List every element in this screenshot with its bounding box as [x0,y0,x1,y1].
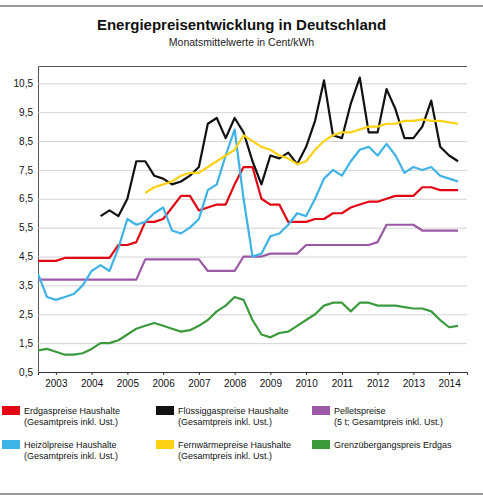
x-tick: 2010 [296,372,319,389]
y-tick-label: 8,5 [19,136,33,147]
y-tick: 10,5 [14,78,467,89]
x-tick-label: 2003 [45,378,68,389]
legend-label-line: (Gesamtpreis inkl. Ust.) [24,451,118,461]
legend-label-line: (Gesamtpreis inkl. Ust.) [24,417,118,427]
x-tick-label: 2013 [403,378,426,389]
legend-swatch [312,440,330,449]
tick-mark [163,372,164,375]
y-tick-label: 0,5 [19,367,33,378]
legend-label-line: (5 t; Gesamtpreis inkl. Ust.) [334,417,443,427]
legend-label-line: Erdgaspreise Haushalte [24,406,120,416]
tick-mark [127,372,128,375]
tick-mark [378,372,379,375]
x-tick: 2005 [117,372,140,389]
y-tick: 9,5 [19,107,467,118]
legend-label: Heizölpreise Haushalte(Gesamtpreis inkl.… [24,440,118,461]
x-tick-label: 2005 [117,378,140,389]
y-tick-label: 2,5 [19,309,33,320]
legend-label: Fernwärmepreise Haushalte(Gesamtpreis in… [178,440,291,461]
y-tick: 1,5 [19,338,467,349]
bottom-rule [0,494,483,495]
x-tick: 2009 [260,372,283,389]
series-line [145,119,458,193]
x-tick-label: 2014 [439,378,462,389]
x-tick: 2007 [188,372,211,389]
grid-line [38,112,467,113]
y-tick-label: 4,5 [19,251,33,262]
legend-label: Flüssiggaspreise Haushalte(Gesamtpreis i… [178,406,289,427]
y-tick: 0,5 [19,367,467,378]
tick-mark [56,372,57,375]
tick-mark [306,372,307,375]
chart-container: Energiepreisentwicklung in Deutschland Mo… [0,0,483,500]
legend-swatch [2,440,20,449]
legend-swatch [156,440,174,449]
subtitle: Monatsmittelwerte in Cent/kWh [169,36,314,48]
grid-line [38,285,467,286]
legend-swatch [2,406,20,415]
x-tick: 2003 [45,372,68,389]
series-line [38,130,458,300]
legend-label: Pelletspreise(5 t; Gesamtpreis inkl. Ust… [334,406,443,427]
y-tick-label: 5,5 [19,222,33,233]
grid-line [38,83,467,84]
grid-line [38,314,467,315]
legend-label-line: Heizölpreise Haushalte [24,440,117,450]
x-tick-label: 2008 [224,378,247,389]
legend: Erdgaspreise Haushalte(Gesamtpreis inkl.… [2,406,452,461]
x-tick-label: 2010 [296,378,319,389]
grid-line [38,228,467,229]
x-axis-line [39,373,468,376]
tick-mark [449,372,450,375]
top-rule [0,6,483,7]
series-group [38,78,458,355]
grid-line [38,199,467,200]
y-tick-label: 9,5 [19,107,33,118]
x-tick: 2014 [439,372,462,389]
tick-mark [92,372,93,375]
x-tick: 2013 [403,372,426,389]
y-tick-label: 3,5 [19,280,33,291]
tick-mark [342,372,343,375]
x-axis: 2003 2004 2005 2006 2007 2008 2009 2010 2011 2012… [39,372,468,389]
legend-label-line: Flüssiggaspreise Haushalte [178,406,289,416]
legend-label: Erdgaspreise Haushalte(Gesamtpreis inkl.… [24,406,120,427]
x-tick-label: 2011 [332,378,354,389]
y-tick-label: 1,5 [19,338,33,349]
y-axis-line [39,67,468,373]
legend-swatch [156,406,174,415]
x-tick-label: 2007 [188,378,211,389]
legend-label-line: (Gesamtpreis inkl. Ust.) [178,451,272,461]
y-axis: 0,5 1,5 2,5 3,5 4,5 5,5 6,5 7,5 8,5 9,5 10,5 [14,67,467,378]
legend-label-line: Grenzübergangspreis Erdgas [334,440,452,450]
x-tick: 2004 [81,372,104,389]
series-line [38,167,458,261]
tick-mark [199,372,200,375]
x-tick: 2012 [367,372,390,389]
legend-label-line: (Gesamtpreis inkl. Ust.) [178,417,272,427]
x-tick: 2006 [153,372,176,389]
tick-mark [270,372,271,375]
x-tick-label: 2009 [260,378,283,389]
y-tick-label: 7,5 [19,165,33,176]
x-tick-label: 2012 [367,378,390,389]
legend-label-line: Fernwärmepreise Haushalte [178,440,291,450]
chart-svg: Energiepreisentwicklung in Deutschland Mo… [0,0,483,500]
series-line [101,78,459,217]
y-tick-label: 10,5 [14,78,34,89]
legend-label: Grenzübergangspreis Erdgas [334,440,452,450]
tick-mark [413,372,414,375]
x-tick: 2011 [332,372,354,389]
y-tick: 3,5 [19,280,467,291]
y-tick-label: 6,5 [19,193,33,204]
legend-swatch [312,406,330,415]
series-line [38,297,458,355]
x-tick: 2008 [224,372,247,389]
legend-label-line: Pelletspreise [334,406,386,416]
x-tick-label: 2006 [153,378,176,389]
tick-mark [235,372,236,375]
x-tick-label: 2004 [81,378,104,389]
y-tick: 2,5 [19,309,467,320]
title: Energiepreisentwicklung in Deutschland [97,16,386,33]
